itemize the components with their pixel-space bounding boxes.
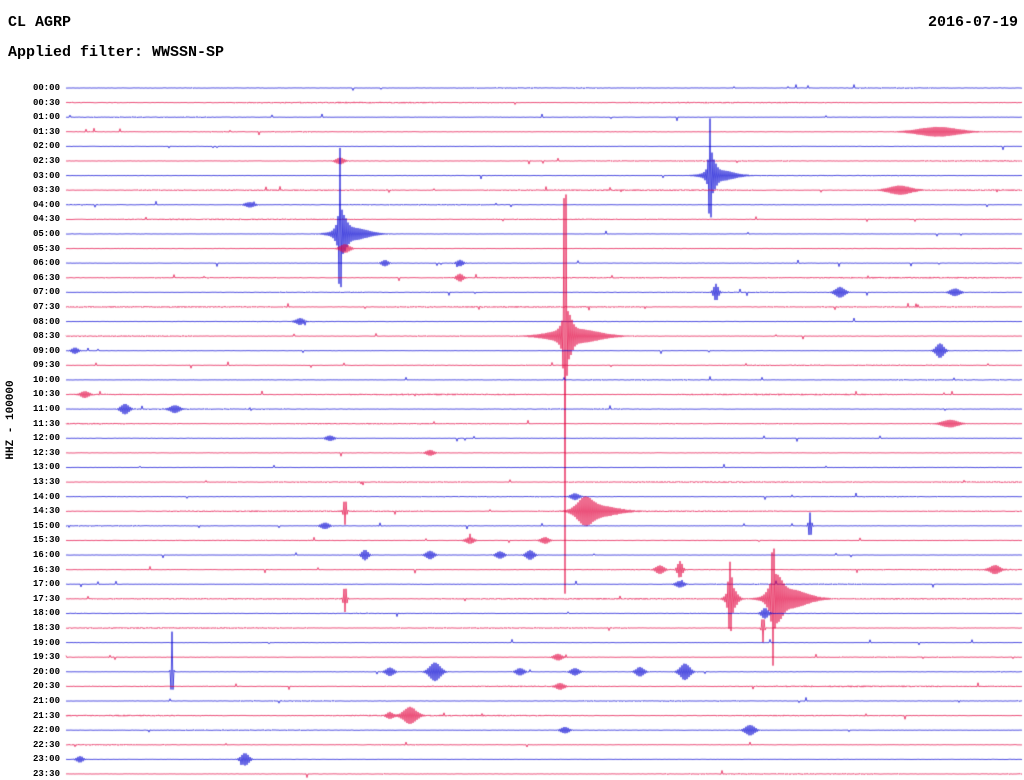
row-time-label: 19:00	[32, 637, 60, 648]
row-time-label: 17:00	[32, 579, 60, 590]
row-time-label: 11:30	[32, 418, 60, 429]
row-time-label: 19:30	[32, 652, 60, 663]
row-time-label: 13:00	[32, 462, 60, 473]
row-time-label: 00:30	[32, 97, 60, 108]
row-time-label: 13:30	[32, 477, 60, 488]
row-time-label: 09:00	[32, 345, 60, 356]
row-time-label: 03:30	[32, 185, 60, 196]
row-time-label: 08:30	[32, 331, 60, 342]
row-time-label: 22:00	[32, 725, 60, 736]
row-time-label: 04:30	[32, 214, 60, 225]
row-time-label: 20:30	[32, 681, 60, 692]
row-time-label: 04:00	[32, 199, 60, 210]
row-time-label: 18:30	[32, 623, 60, 633]
row-time-label: 02:30	[32, 155, 60, 166]
row-time-label: 07:30	[32, 301, 60, 312]
row-time-label: 10:00	[32, 374, 60, 385]
row-time-label: 03:00	[32, 170, 60, 181]
row-time-label: 12:00	[32, 433, 60, 444]
row-time-label: 11:00	[32, 404, 60, 415]
row-time-label: 00:00	[32, 83, 60, 93]
row-time-label: 17:30	[32, 593, 60, 604]
row-time-label: 05:30	[32, 243, 60, 254]
row-time-label: 08:00	[32, 316, 60, 327]
row-time-label: 15:30	[32, 535, 60, 546]
row-time-label: 14:30	[32, 506, 60, 517]
row-time-label: 21:30	[32, 710, 60, 721]
row-time-label: 20:00	[32, 666, 60, 677]
row-time-label: 15:00	[32, 520, 60, 531]
row-time-label: 14:00	[32, 491, 60, 502]
row-time-label: 10:30	[32, 389, 60, 400]
row-time-label: 07:00	[32, 287, 60, 298]
row-time-label: 01:30	[32, 126, 60, 137]
row-time-label: 02:00	[32, 141, 60, 152]
row-time-label: 23:00	[32, 754, 60, 765]
row-time-label: 06:30	[32, 272, 60, 283]
row-time-label: 01:00	[32, 112, 60, 123]
row-time-label: 18:00	[32, 608, 60, 619]
row-time-label: 12:30	[32, 447, 60, 458]
row-time-label: 09:30	[32, 360, 60, 371]
row-time-label: 05:00	[32, 228, 60, 239]
row-time-label: 16:30	[32, 564, 60, 575]
row-time-label: 22:30	[32, 739, 60, 750]
row-time-label: 21:00	[32, 695, 60, 706]
row-time-label: 16:00	[32, 550, 60, 561]
row-time-label: 23:30	[32, 768, 60, 779]
row-time-label: 06:00	[32, 258, 60, 269]
